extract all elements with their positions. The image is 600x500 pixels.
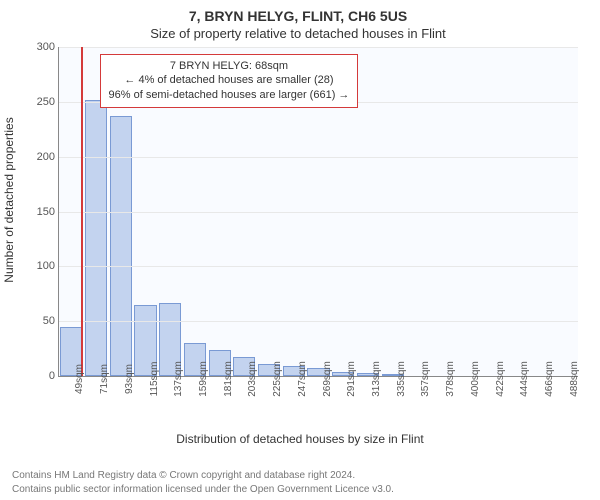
x-tick-label: 115sqm	[149, 362, 160, 397]
x-tick-label: 400sqm	[470, 361, 481, 397]
page-title: 7, BRYN HELYG, FLINT, CH6 5US	[8, 8, 588, 24]
attribution: Contains HM Land Registry data © Crown c…	[12, 469, 588, 496]
x-tick-label: 291sqm	[346, 361, 357, 397]
x-tick-label: 313sqm	[371, 361, 382, 397]
grid-line	[59, 321, 578, 322]
x-ticks: 49sqm71sqm93sqm115sqm137sqm159sqm181sqm2…	[58, 377, 578, 417]
x-tick-label: 488sqm	[569, 361, 580, 397]
grid-line	[59, 157, 578, 158]
title-area: 7, BRYN HELYG, FLINT, CH6 5US Size of pr…	[8, 8, 588, 41]
y-tick-label: 200	[37, 151, 59, 163]
y-tick-label: 300	[37, 41, 59, 53]
x-tick-label: 225sqm	[272, 361, 283, 397]
reference-line	[81, 47, 83, 376]
x-tick-label: 466sqm	[544, 361, 555, 397]
y-axis-label: Number of detached properties	[2, 117, 16, 282]
y-tick-label: 150	[37, 206, 59, 218]
histogram-bar	[110, 116, 132, 376]
x-tick-label: 137sqm	[173, 361, 184, 397]
y-tick-label: 100	[37, 260, 59, 272]
page-subtitle: Size of property relative to detached ho…	[8, 26, 588, 41]
x-tick-label: 181sqm	[223, 361, 234, 397]
x-tick-label: 93sqm	[124, 364, 135, 394]
info-box: 7 BRYN HELYG: 68sqm← 4% of detached hous…	[100, 54, 359, 109]
x-tick-label: 203sqm	[247, 361, 258, 397]
x-tick-label: 335sqm	[396, 361, 407, 397]
x-tick-label: 269sqm	[322, 361, 333, 397]
info-box-line: 7 BRYN HELYG: 68sqm	[109, 59, 350, 74]
histogram-bar	[85, 100, 107, 376]
x-tick-label: 71sqm	[99, 364, 110, 394]
grid-line	[59, 47, 578, 48]
x-tick-label: 49sqm	[74, 364, 85, 394]
attribution-line: Contains HM Land Registry data © Crown c…	[12, 469, 588, 483]
x-tick-label: 444sqm	[519, 361, 530, 397]
y-tick-label: 50	[43, 315, 59, 327]
attribution-line: Contains public sector information licen…	[12, 483, 588, 497]
x-tick-label: 159sqm	[198, 361, 209, 397]
chart-area: 050100150200250300 49sqm71sqm93sqm115sqm…	[58, 47, 578, 417]
x-tick-label: 357sqm	[420, 361, 431, 397]
x-tick-label: 378sqm	[445, 361, 456, 397]
info-box-line: 96% of semi-detached houses are larger (…	[109, 88, 350, 103]
grid-line	[59, 212, 578, 213]
info-box-line: ← 4% of detached houses are smaller (28)	[109, 73, 350, 88]
chart-container: 7, BRYN HELYG, FLINT, CH6 5US Size of pr…	[0, 0, 600, 500]
x-axis-label: Distribution of detached houses by size …	[0, 432, 600, 446]
y-tick-label: 250	[37, 96, 59, 108]
x-tick-label: 247sqm	[297, 361, 308, 397]
x-tick-label: 422sqm	[495, 361, 506, 397]
grid-line	[59, 266, 578, 267]
